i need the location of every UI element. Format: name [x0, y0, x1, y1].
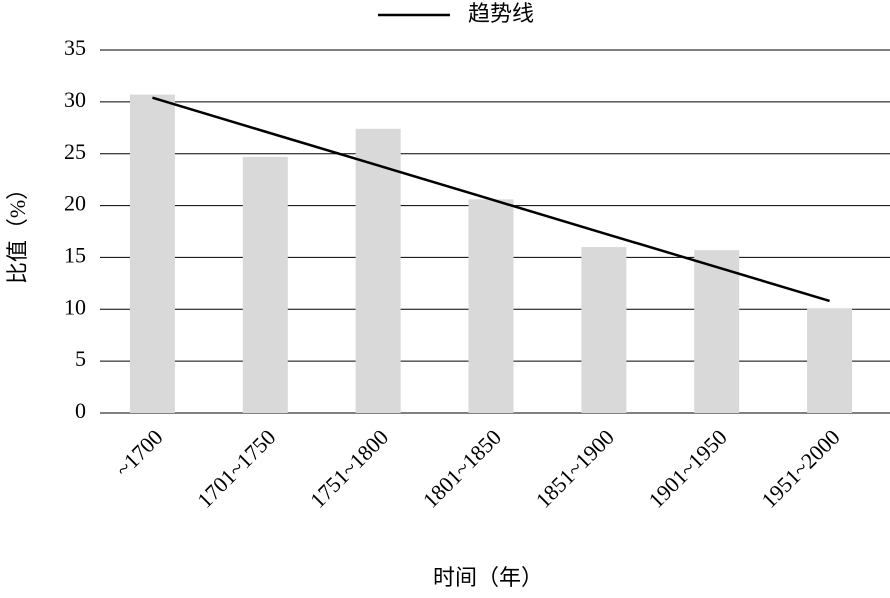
y-tick-label: 20 — [64, 191, 86, 216]
y-tick-label: 0 — [75, 398, 86, 423]
x-tick-label: 1901~1950 — [643, 424, 731, 512]
bar — [694, 250, 740, 413]
y-axis-label: 比值（%） — [5, 178, 30, 284]
x-axis-label: 时间（年） — [433, 565, 543, 590]
x-tick-label: 1951~2000 — [756, 424, 844, 512]
bar — [129, 94, 175, 414]
y-tick-label: 5 — [75, 346, 86, 371]
x-tick-label: 1751~1800 — [305, 424, 393, 512]
bar — [242, 156, 288, 413]
y-tick-label: 15 — [64, 242, 86, 267]
trend-line — [152, 96, 830, 303]
y-tick-label: 35 — [64, 35, 86, 60]
y-tick-label: 25 — [64, 139, 86, 164]
x-tick-label: 1801~1850 — [418, 424, 506, 512]
y-tick-label: 30 — [64, 87, 86, 112]
bar — [807, 308, 853, 413]
bar — [581, 247, 627, 413]
x-tick-label: 1701~1750 — [192, 424, 280, 512]
bar — [355, 128, 401, 413]
bar — [468, 199, 514, 413]
legend-label: 趋势线 — [468, 1, 534, 26]
y-tick-label: 10 — [64, 294, 86, 319]
x-tick-label: ~1700 — [110, 424, 167, 481]
x-tick-label: 1851~1900 — [531, 424, 619, 512]
